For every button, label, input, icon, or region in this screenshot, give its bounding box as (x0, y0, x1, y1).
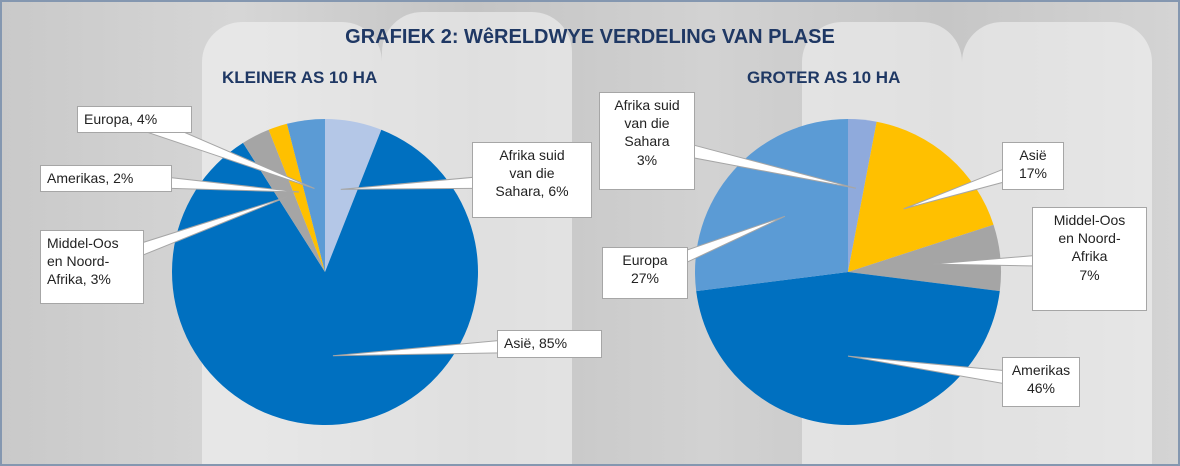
data-label: Amerikas, 2% (40, 165, 172, 192)
data-label: Asië 17% (1002, 142, 1064, 190)
pie-title: KLEINER AS 10 HA (222, 68, 377, 88)
chart: GRAFIEK 2: WêRELDWYE VERDELING VAN PLASE… (0, 0, 1180, 466)
pie-title: GROTER AS 10 HA (747, 68, 900, 88)
data-label: Europa 27% (602, 247, 688, 299)
data-label: Afrika suid van die Sahara 3% (599, 92, 695, 190)
data-label: Europa, 4% (77, 106, 192, 133)
data-label: Middel-Oos en Noord- Afrika 7% (1032, 207, 1147, 311)
data-label: Amerikas 46% (1002, 357, 1080, 407)
pie-slice (695, 119, 848, 291)
data-label: Asië, 85% (497, 330, 602, 358)
data-label: Middel-Oos en Noord- Afrika, 3% (40, 230, 144, 304)
data-label: Afrika suid van die Sahara, 6% (472, 142, 592, 218)
chart-title: GRAFIEK 2: WêRELDWYE VERDELING VAN PLASE (2, 26, 1178, 49)
pie-slice (696, 272, 1000, 425)
